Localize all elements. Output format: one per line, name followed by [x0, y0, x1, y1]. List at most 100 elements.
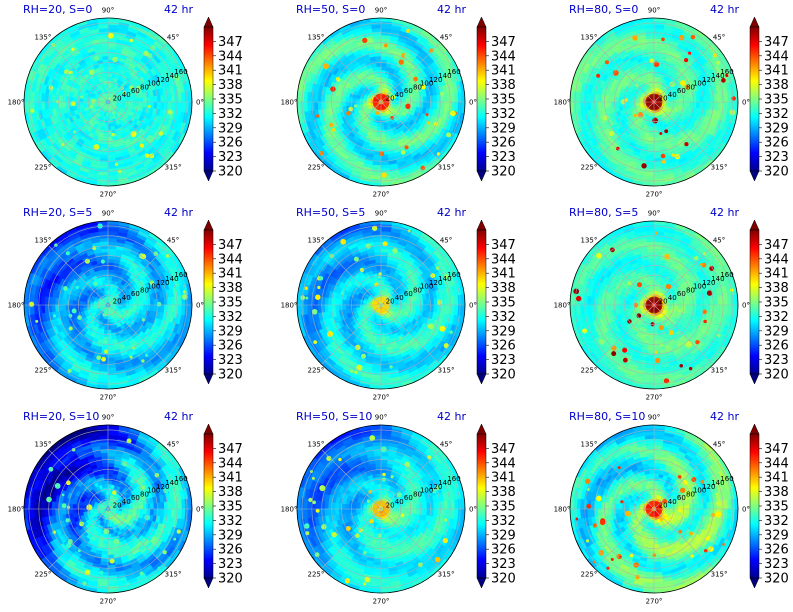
convective-cell [129, 38, 134, 43]
contour-cell [380, 136, 387, 141]
radius-tick-label: 60 [131, 87, 140, 95]
convective-cell [68, 326, 73, 331]
contour-cell [128, 101, 133, 106]
contour-cell [79, 301, 85, 306]
convective-cell [80, 95, 84, 99]
contour-cell [653, 73, 658, 79]
colorbar-tick-label: 326 [218, 136, 243, 151]
convective-cell [608, 131, 615, 137]
colorbar-tick-label: 332 [218, 107, 243, 122]
contour-cell [401, 101, 406, 106]
convective-cell [449, 110, 456, 117]
contour-cell [356, 98, 361, 103]
contour-cell [376, 132, 382, 138]
colorbar-tick-label: 329 [764, 121, 789, 136]
convective-cell [413, 76, 418, 82]
colorbar-tick-label: 326 [218, 339, 243, 354]
panel-time: 42 hr [710, 3, 739, 16]
radius-tick-label: 20 [113, 298, 122, 306]
angle-tick-label: 45° [713, 33, 725, 41]
angle-tick-label: 0° [196, 99, 204, 107]
contour-cell [102, 136, 109, 141]
contour-cell [107, 136, 114, 141]
contour-cell [107, 276, 112, 282]
contour-cell [102, 266, 109, 271]
angle-tick-label: 315° [165, 367, 182, 375]
angle-tick-label: 180° [8, 99, 25, 107]
convective-cell [112, 56, 118, 63]
contour-cell [653, 66, 659, 72]
contour-cell [380, 132, 386, 138]
colorbar-extend-min [476, 170, 487, 182]
colorbar [476, 26, 487, 172]
contour-cell [377, 122, 382, 127]
convective-cell [731, 96, 736, 101]
colorbar-tick-label: 329 [218, 121, 243, 136]
contour-cell [345, 97, 351, 103]
panel: 0°45°90°135°180°225°270°315°20 40 60 801001… [8, 206, 243, 402]
contour-cell [107, 266, 114, 271]
colorbar-tick-label: 335 [218, 93, 243, 108]
angle-tick-label: 90° [102, 210, 114, 218]
convective-cell [332, 128, 336, 132]
contour-cell [104, 122, 109, 127]
contour-cell [345, 101, 351, 107]
contour-cell [648, 63, 655, 68]
colorbar-tick-label: 338 [491, 78, 516, 93]
convective-cell [383, 43, 388, 48]
contour-cell [107, 63, 114, 68]
contour-cell [128, 304, 133, 309]
convective-cell [145, 353, 149, 357]
convective-cell [126, 375, 131, 380]
contour-cell [79, 98, 85, 103]
convective-cell [661, 37, 665, 42]
convective-cell [624, 98, 629, 102]
contour-cell [102, 339, 109, 344]
colorbar-tick-label: 329 [491, 121, 516, 136]
convective-cell [52, 314, 57, 318]
contour-cell [363, 99, 368, 103]
colorbar-extend-min [749, 170, 760, 182]
contour-cell [103, 66, 109, 72]
angle-tick-label: 135° [35, 33, 52, 41]
contour-cell [415, 96, 420, 103]
contour-cell [90, 302, 95, 306]
convective-cell [90, 98, 96, 104]
contour-cell [380, 73, 385, 79]
contour-cell [615, 101, 620, 108]
angle-tick-label: 180° [554, 99, 571, 107]
contour-cell [107, 339, 114, 344]
contour-cell [107, 66, 113, 72]
angle-tick-label: 0° [469, 99, 477, 107]
contour-cell [376, 66, 382, 72]
contour-cell [103, 269, 109, 275]
colorbar-tick-label: 332 [764, 107, 789, 122]
convective-cell [73, 130, 77, 134]
contour-cell [394, 101, 399, 105]
contour-cell [375, 136, 382, 141]
colorbar-extend-max [203, 219, 214, 231]
angle-tick-label: 225° [308, 164, 325, 172]
contour-cell [107, 280, 112, 285]
angle-tick-label: 90° [102, 7, 114, 15]
radius-tick-label: 160 [174, 271, 187, 279]
contour-cell [378, 115, 382, 120]
contour-cell [107, 283, 112, 288]
contour-cell [380, 84, 384, 89]
angle-tick-label: 135° [581, 33, 598, 41]
convective-cell [328, 137, 333, 142]
convective-cell [446, 132, 452, 138]
angle-tick-label: 135° [35, 236, 52, 244]
convective-cell [328, 122, 334, 128]
convective-cell [381, 172, 387, 178]
panel-title: RH=80, S=0 [569, 3, 638, 16]
contour-cell [667, 101, 672, 105]
convective-cell [108, 32, 114, 39]
radius-tick-label: 20 [113, 95, 122, 103]
contour-cell [684, 101, 690, 107]
convective-cell [641, 163, 647, 169]
contour-cell [142, 304, 147, 311]
contour-cell [653, 132, 659, 138]
contour-cell [105, 115, 109, 120]
